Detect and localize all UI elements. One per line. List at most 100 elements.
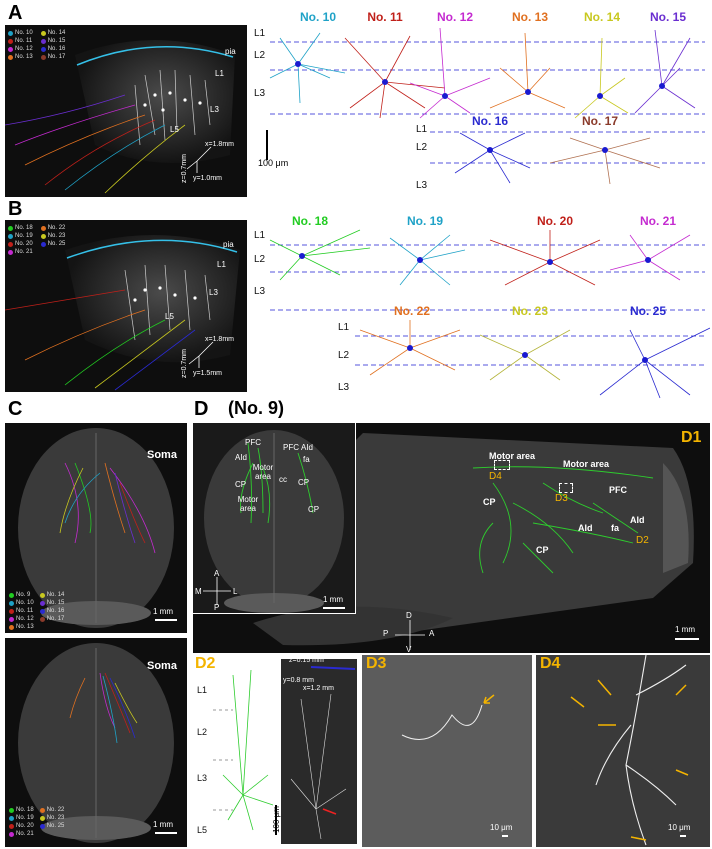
layer-label: L1	[215, 69, 224, 78]
pfc-label: PFC	[283, 443, 299, 452]
legend-dot	[8, 225, 13, 231]
neuron-title: No. 12	[436, 10, 473, 24]
d2-region-label: D2	[636, 535, 649, 546]
aid-label: AId	[301, 443, 314, 452]
legend-label: No. 20	[15, 241, 33, 247]
layer-label: L3	[209, 288, 218, 297]
layer-label: L1	[254, 230, 266, 241]
legend-item: No. 16	[40, 45, 66, 53]
compass-a: A	[429, 629, 435, 638]
legend-item: No. 13	[8, 53, 33, 61]
compass-icon	[395, 620, 425, 650]
legend-item: No. 14	[40, 29, 65, 37]
legend-dot	[39, 616, 45, 622]
d2-image: z=0.15 mm y=0.8 mm x=1.2 mm	[281, 657, 357, 844]
panel-c-top-render	[18, 428, 174, 628]
legend-item: No. 18	[8, 224, 33, 232]
legend-label: No. 11	[16, 608, 34, 614]
legend-dot	[8, 54, 13, 60]
compass-icon	[203, 577, 231, 605]
panel-letter-c: C	[8, 398, 23, 420]
layer-label: L1	[254, 28, 266, 39]
layer-label: L3	[254, 88, 266, 99]
scale-bar	[275, 805, 277, 835]
d4-label: D4	[540, 655, 561, 672]
legend-item: No. 21	[9, 830, 34, 838]
legend-label: No. 18	[16, 807, 34, 813]
legend-dot	[40, 30, 46, 36]
panel-d1-view: PFC PFC AId AId fa Motor area cc CP CP C…	[193, 423, 710, 654]
legend-item: No. 17	[40, 53, 65, 61]
compass-p: P	[383, 629, 389, 638]
scale-bar-label: 1 mm	[153, 607, 173, 616]
legend-label: No. 16	[47, 46, 66, 52]
legend-item: No. 9	[9, 591, 34, 599]
layer-label: L2	[416, 142, 428, 153]
legend-label: No. 13	[15, 54, 33, 60]
pfc-label: PFC	[245, 438, 261, 447]
scale-bar	[155, 619, 177, 621]
layer-label: L3	[254, 286, 266, 297]
pia-label: pia	[225, 47, 236, 56]
motor-area-label: Motor area	[237, 495, 259, 513]
scale-bar	[155, 832, 177, 834]
panel-b-neurons: L1 L2 L3 L1 L2 L3 No. 18 No. 19 No. 20 N…	[250, 210, 710, 400]
legend-dot	[39, 807, 45, 813]
legend-item: No. 22	[39, 806, 65, 814]
neuron-title: No. 21	[639, 214, 676, 228]
axis-x-label: x=1.8mm	[205, 141, 234, 148]
legend-label: No. 10	[15, 30, 33, 36]
layer-label: L2	[338, 350, 350, 361]
cp-label: CP	[235, 480, 247, 489]
legend-item: No. 12	[8, 45, 33, 53]
panel-a-3d-view: No. 10 No. 14 No. 11 No. 15 No. 12 No. 1…	[5, 25, 247, 197]
axis-z-label: z=0.7mm	[180, 154, 188, 183]
legend-dot	[9, 592, 14, 598]
legend-label: No. 10	[16, 600, 34, 606]
cc-label: cc	[279, 475, 287, 484]
compass-v: V	[406, 645, 412, 654]
legend-item: No. 19	[8, 232, 33, 240]
neuron-title: No. 20	[536, 214, 573, 228]
panel-d1-render	[253, 433, 694, 646]
legend-item: No. 20	[9, 822, 34, 830]
legend-label: No. 15	[47, 38, 66, 44]
legend-label: No. 22	[46, 807, 65, 813]
cp-label: CP	[308, 505, 320, 514]
legend-dot	[9, 624, 14, 630]
legend-item: No. 19	[9, 814, 34, 822]
neuron-title: No. 14	[583, 10, 620, 24]
legend-label: No. 19	[15, 233, 33, 239]
layer-label: L3	[338, 382, 350, 393]
soma-label: Soma	[147, 660, 177, 672]
legend-dot	[9, 807, 14, 813]
legend-dot	[9, 831, 14, 837]
scale-bar	[266, 130, 268, 160]
legend-label: No. 9	[16, 592, 31, 598]
legend-dot	[9, 815, 14, 821]
neuron-title: No. 16	[471, 114, 508, 128]
panel-b-3d-view: No. 18 No. 22 No. 19 No. 23 No. 20 No. 2…	[5, 220, 247, 392]
panel-a-neurons: L1 L2 L3 L1 L2 L3 100 μm No. 10 No. 11 N…	[250, 8, 710, 196]
panel-a-render	[5, 40, 235, 194]
d3-label: D3	[366, 655, 387, 672]
axis-arrows-icon	[186, 146, 212, 173]
neuron-title: No. 19	[406, 214, 443, 228]
d2-dendrites	[213, 669, 274, 831]
axis-x-label: x=1.8mm	[205, 336, 234, 343]
legend-dot	[8, 38, 13, 44]
panel-c-bottom-legend: No. 18 No. 22 No. 19 No. 23 No. 20 No. 2…	[9, 806, 64, 838]
legend-dot	[39, 815, 45, 821]
legend-label: No. 16	[46, 608, 65, 614]
compass-a: A	[214, 569, 220, 578]
legend-item: No. 23	[40, 232, 65, 240]
panel-c-bottom-brain: Soma No. 18 No. 22 No. 19 No. 23 No. 20 …	[5, 638, 187, 847]
layer-label: L1	[338, 322, 350, 333]
legend-label: No. 13	[16, 624, 34, 630]
legend-item: No. 21	[8, 248, 33, 256]
legend-item: No. 22	[40, 224, 65, 232]
legend-dot	[40, 46, 46, 52]
d3-render	[401, 694, 495, 740]
layer-label: L1	[217, 260, 226, 269]
layer-label: L3	[416, 180, 428, 191]
